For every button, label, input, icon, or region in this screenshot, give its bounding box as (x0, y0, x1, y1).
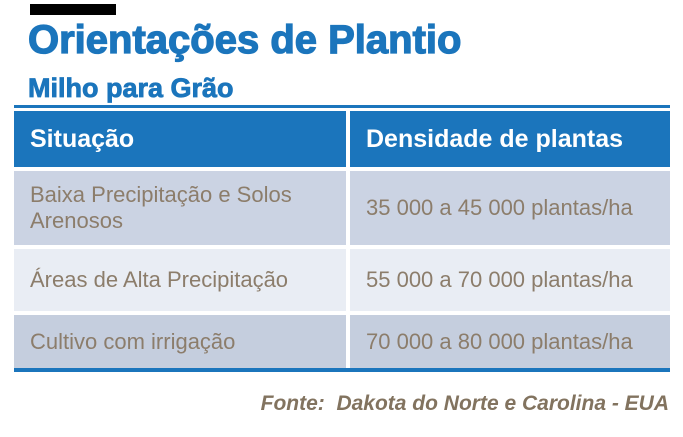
column-header-densidade: Densidade de plantas (350, 111, 670, 167)
cell-densidade: 70 000 a 80 000 plantas/ha (350, 315, 670, 368)
top-left-black-bar (30, 4, 116, 15)
page-title: Orientações de Plantio (27, 17, 462, 62)
planting-density-table: Situação Densidade de plantas Baixa Prec… (14, 111, 670, 368)
table-row: Baixa Precipitação e Solos Arenosos 35 0… (14, 171, 670, 245)
cell-situacao: Áreas de Alta Precipitação (14, 249, 346, 311)
cell-densidade: 55 000 a 70 000 plantas/ha (350, 249, 670, 311)
source-note: Fonte: Dakota do Norte e Carolina - EUA (260, 392, 669, 415)
cell-situacao: Cultivo com irrigação (14, 315, 346, 368)
title-underline (14, 105, 670, 108)
table-row: Cultivo com irrigação 70 000 a 80 000 pl… (14, 315, 670, 368)
cell-situacao: Baixa Precipitação e Solos Arenosos (14, 171, 346, 245)
table-row: Áreas de Alta Precipitação 55 000 a 70 0… (14, 249, 670, 311)
column-header-situacao: Situação (14, 111, 346, 167)
table-header-row: Situação Densidade de plantas (14, 111, 670, 167)
cell-densidade: 35 000 a 45 000 plantas/ha (350, 171, 670, 245)
page-subtitle: Milho para Grão (28, 73, 234, 104)
table-bottom-border (14, 368, 670, 372)
